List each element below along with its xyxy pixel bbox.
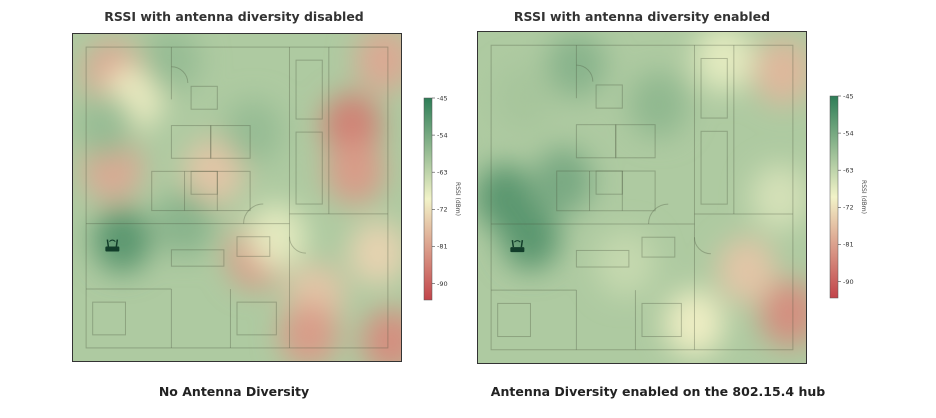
router-icon (510, 240, 525, 253)
floor-plan (85, 46, 389, 349)
heatmap-cell (760, 280, 806, 347)
colorbar-tick-label: -90 (437, 280, 448, 288)
heatmap-cell (279, 302, 339, 361)
heatmap-cell (750, 164, 806, 231)
heatmap-cell (628, 71, 688, 138)
heatmap-cell (717, 237, 777, 304)
rssi-heatmap (477, 31, 807, 364)
chart-title: RSSI with antenna diversity disabled (104, 9, 364, 24)
colorbar-tick-label: -81 (437, 243, 448, 251)
heatmap-cell (694, 32, 754, 92)
colorbar-tick-label: -63 (437, 169, 448, 177)
heatmap-cell (184, 138, 244, 205)
heatmap-cell (155, 190, 215, 257)
heatmap-field (76, 34, 401, 361)
heatmap-cell (355, 34, 401, 93)
heatmap-cell (664, 290, 724, 357)
chart-title: RSSI with antenna diversity enabled (513, 9, 771, 24)
heatmap-field (478, 32, 806, 357)
panel-diversity-enabled: RSSI with antenna diversity enabled -45-… (468, 0, 936, 418)
colorbar-tick-label: -90 (843, 278, 854, 286)
rssi-heatmap (72, 33, 402, 362)
colorbar: -45 -54 -63 -72 -81 -90 RSSI (dBm) (826, 92, 870, 302)
heatmap-cell (596, 230, 656, 297)
colorbar-tick-label: -54 (843, 129, 854, 137)
heatmap-cell (141, 34, 201, 93)
colorbar-gradient (829, 95, 839, 299)
router-icon (105, 239, 120, 252)
chart-caption: No Antenna Diversity (158, 384, 310, 399)
heatmap-cell (753, 38, 806, 105)
heatmap-cell (500, 204, 560, 271)
colorbar-tick-label: -63 (843, 167, 854, 175)
colorbar-label: RSSI (dBm) (860, 180, 867, 214)
colorbar-tick-label: -45 (437, 94, 448, 102)
heatmap-cell (325, 138, 385, 205)
heatmap-svg (73, 34, 401, 361)
colorbar-svg: -45 -54 -63 -72 -81 -90 RSSI (dBm) (829, 92, 867, 299)
colorbar-label: RSSI (dBm) (454, 182, 461, 216)
colorbar: -45 -54 -63 -72 -81 -90 RSSI (dBm) (420, 94, 464, 304)
colorbar-tick-label: -54 (437, 131, 448, 139)
heatmap-cell (361, 308, 401, 361)
colorbar-svg: -45 -54 -63 -72 -81 -90 RSSI (dBm) (423, 94, 461, 301)
heatmap-cell (546, 32, 606, 99)
heatmap-cell (533, 147, 593, 215)
floor-plan (490, 44, 794, 351)
colorbar-gradient (423, 97, 433, 301)
colorbar-tick-label: -81 (843, 241, 854, 249)
colorbar-tick-label: -45 (843, 92, 854, 100)
heatmap-svg (478, 32, 806, 363)
chart-caption: Antenna Diversity enabled on the 802.15.… (490, 384, 826, 399)
heatmap-cell (348, 220, 401, 286)
colorbar-tick-label: -72 (437, 206, 448, 214)
colorbar-tick-label: -72 (843, 204, 854, 212)
heatmap-cell (76, 92, 136, 159)
heatmap-cell (223, 99, 283, 165)
heatmap-cell (494, 65, 554, 132)
heatmap-cell (246, 204, 306, 270)
panel-diversity-disabled: RSSI with antenna diversity disabled -45… (72, 9, 464, 399)
heatmap-cell (92, 207, 152, 273)
